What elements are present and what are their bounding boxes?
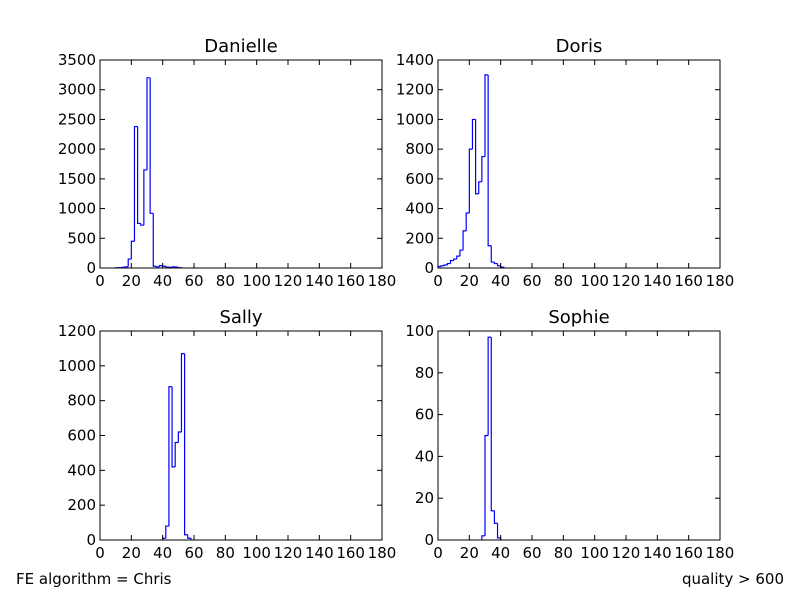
x-tick-label: 160 — [674, 544, 703, 562]
y-tick-label: 600 — [405, 170, 434, 188]
y-tick-label: 100 — [405, 322, 434, 340]
y-tick-label: 3000 — [58, 81, 96, 99]
y-tick-label: 800 — [67, 392, 96, 410]
y-tick-label: 3500 — [58, 51, 96, 69]
y-tick-label: 60 — [415, 406, 434, 424]
x-tick-label: 0 — [433, 272, 443, 290]
x-tick-label: 140 — [643, 544, 672, 562]
y-tick-label: 400 — [67, 461, 96, 479]
x-tick-label: 140 — [305, 272, 334, 290]
x-tick-label: 60 — [184, 544, 203, 562]
x-tick-label: 160 — [336, 272, 365, 290]
x-tick-label: 0 — [95, 544, 105, 562]
x-tick-label: 160 — [674, 272, 703, 290]
y-tick-label: 80 — [415, 364, 434, 382]
subplot-title: Sophie — [548, 307, 609, 328]
x-tick-label: 80 — [554, 544, 573, 562]
subplot-title: Sally — [219, 307, 262, 328]
x-tick-label: 120 — [274, 544, 303, 562]
x-tick-label: 0 — [433, 544, 443, 562]
x-tick-label: 0 — [95, 272, 105, 290]
y-tick-label: 1500 — [58, 170, 96, 188]
y-tick-label: 1400 — [396, 51, 434, 69]
y-tick-label: 500 — [67, 229, 96, 247]
y-tick-label: 600 — [67, 427, 96, 445]
y-tick-label: 1200 — [58, 322, 96, 340]
y-tick-label: 800 — [405, 140, 434, 158]
x-tick-label: 160 — [336, 544, 365, 562]
subplot-title: Danielle — [204, 36, 277, 57]
x-tick-label: 120 — [274, 272, 303, 290]
x-tick-label: 180 — [368, 272, 397, 290]
x-tick-label: 60 — [184, 272, 203, 290]
x-tick-label: 80 — [216, 272, 235, 290]
y-tick-label: 0 — [86, 531, 96, 549]
y-tick-label: 1200 — [396, 81, 434, 99]
y-tick-label: 400 — [405, 200, 434, 218]
y-tick-label: 1000 — [58, 357, 96, 375]
y-tick-label: 40 — [415, 447, 434, 465]
x-tick-label: 20 — [122, 544, 141, 562]
x-tick-label: 40 — [491, 544, 510, 562]
y-tick-label: 200 — [67, 496, 96, 514]
x-tick-label: 120 — [612, 544, 641, 562]
x-tick-label: 60 — [522, 544, 541, 562]
x-tick-label: 100 — [242, 272, 271, 290]
y-tick-label: 1000 — [58, 200, 96, 218]
footer-left: FE algorithm = Chris — [16, 570, 172, 588]
y-tick-label: 2500 — [58, 110, 96, 128]
y-tick-label: 1000 — [396, 110, 434, 128]
x-tick-label: 180 — [368, 544, 397, 562]
y-tick-label: 20 — [415, 489, 434, 507]
histogram-step — [125, 267, 128, 268]
x-tick-label: 120 — [612, 272, 641, 290]
x-tick-label: 40 — [491, 272, 510, 290]
subplot-title: Doris — [556, 36, 603, 57]
x-tick-label: 80 — [554, 272, 573, 290]
y-tick-label: 0 — [424, 259, 434, 277]
x-tick-label: 40 — [153, 272, 172, 290]
x-tick-label: 60 — [522, 272, 541, 290]
y-tick-label: 0 — [86, 259, 96, 277]
x-tick-label: 180 — [706, 272, 735, 290]
x-tick-label: 140 — [305, 544, 334, 562]
x-tick-label: 100 — [580, 544, 609, 562]
y-tick-label: 2000 — [58, 140, 96, 158]
x-tick-label: 180 — [706, 544, 735, 562]
footer-right: quality > 600 — [682, 570, 784, 588]
y-tick-label: 0 — [424, 531, 434, 549]
x-tick-label: 20 — [460, 272, 479, 290]
x-tick-label: 100 — [242, 544, 271, 562]
x-tick-label: 140 — [643, 272, 672, 290]
x-tick-label: 40 — [153, 544, 172, 562]
x-tick-label: 80 — [216, 544, 235, 562]
x-tick-label: 20 — [460, 544, 479, 562]
x-tick-label: 100 — [580, 272, 609, 290]
x-tick-label: 20 — [122, 272, 141, 290]
y-tick-label: 200 — [405, 229, 434, 247]
